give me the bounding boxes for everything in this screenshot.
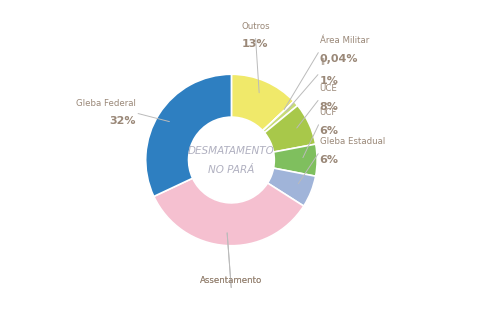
Text: Outros: Outros [241,21,270,30]
Text: 8%: 8% [320,102,338,112]
Text: II: II [320,59,325,68]
Text: DESMATAMENTO: DESMATAMENTO [188,147,275,156]
Text: Área Militar: Área Militar [320,36,369,45]
Text: NO PARÁ: NO PARÁ [208,165,254,175]
Text: 13%: 13% [242,39,269,49]
Wedge shape [267,168,316,206]
Text: Assentamento: Assentamento [200,276,263,285]
Text: 6%: 6% [320,155,339,165]
Wedge shape [231,74,294,131]
Text: 6%: 6% [320,126,339,136]
Wedge shape [146,74,231,196]
Wedge shape [154,178,304,246]
Text: Gleba Estadual: Gleba Estadual [320,137,385,146]
Text: Gleba Federal: Gleba Federal [75,99,135,108]
Wedge shape [263,101,294,131]
Wedge shape [274,144,317,176]
Text: 0,04%: 0,04% [320,54,358,64]
Text: Assentamento: Assentamento [200,276,263,285]
Wedge shape [263,101,298,133]
Text: UCE: UCE [320,84,337,93]
Wedge shape [264,106,316,152]
Text: UCF: UCF [320,108,337,117]
Text: 1%: 1% [320,76,338,86]
Text: 32%: 32% [109,116,135,126]
